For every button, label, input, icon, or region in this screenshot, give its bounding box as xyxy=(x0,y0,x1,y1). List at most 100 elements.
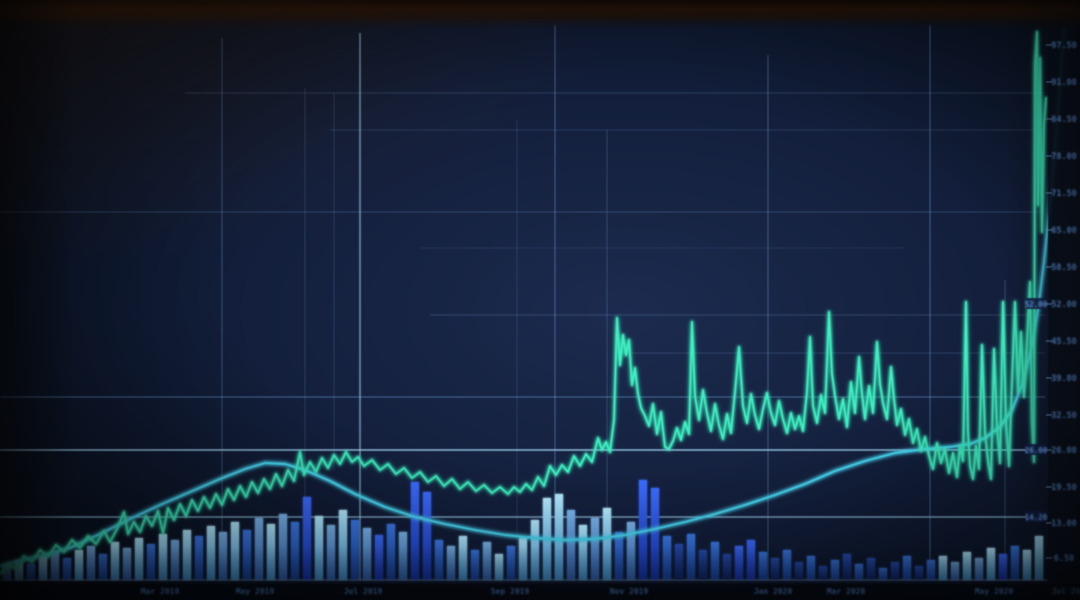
volume-bar xyxy=(735,546,743,580)
volume-bar xyxy=(195,536,203,580)
price-tag-label: 52.00 xyxy=(1025,300,1048,309)
volume-bar xyxy=(375,535,383,580)
volume-bar xyxy=(39,556,47,580)
x-axis-label: May 2019 xyxy=(236,587,275,596)
volume-bar xyxy=(723,554,731,580)
y-axis-label: 6.50 xyxy=(1054,554,1074,564)
x-axis-label: Mar 2019 xyxy=(141,587,180,596)
volume-bar xyxy=(315,516,323,580)
volume-bar xyxy=(135,538,143,580)
y-axis-label: 91.00 xyxy=(1051,78,1077,88)
volume-bar xyxy=(279,514,287,580)
volume-bar xyxy=(147,544,155,580)
y-axis-label: 45.50 xyxy=(1051,337,1077,347)
volume-bar xyxy=(603,508,611,580)
right-price-axis: 97.50 91.00 84.50 78.00 71.50 65.00 58.50 52.00… xyxy=(1045,22,1080,600)
volume-bar xyxy=(183,530,191,580)
volume-bar xyxy=(507,546,515,580)
volume-bar xyxy=(267,524,275,580)
volume-bar xyxy=(963,552,971,580)
volume-bar xyxy=(111,542,119,580)
volume-bar xyxy=(219,532,227,580)
x-axis-label: Jul 2019 xyxy=(344,587,383,596)
volume-bar xyxy=(1023,550,1031,580)
volume-bar xyxy=(663,536,671,580)
axis-strip-background xyxy=(1048,22,1080,600)
volume-bar xyxy=(927,560,935,580)
volume-bar xyxy=(27,564,35,580)
volume-bar xyxy=(75,550,83,580)
volume-bar xyxy=(747,540,755,580)
x-axis-label: Nov 2019 xyxy=(610,587,649,596)
volume-bar xyxy=(351,520,359,580)
x-axis-label: Mar 2020 xyxy=(827,587,866,596)
volume-bar xyxy=(687,534,695,580)
volume-bar xyxy=(411,482,419,580)
volume-bar xyxy=(939,556,947,580)
y-axis-label: 78.00 xyxy=(1051,152,1077,162)
volume-bar xyxy=(99,554,107,580)
y-axis-label: 32.50 xyxy=(1051,411,1077,421)
volume-bar xyxy=(483,542,491,580)
volume-bar xyxy=(339,510,347,580)
volume-bar xyxy=(447,546,455,580)
y-axis-label: 71.50 xyxy=(1051,189,1077,199)
volume-bar xyxy=(423,492,431,580)
volume-bar xyxy=(399,532,407,580)
volume-bar xyxy=(807,556,815,580)
volume-bar xyxy=(579,525,587,580)
y-axis-label: 84.50 xyxy=(1051,115,1077,125)
volume-bar xyxy=(987,548,995,580)
y-axis-label: 58.50 xyxy=(1051,263,1077,273)
y-axis-label: 19.50 xyxy=(1051,483,1077,493)
volume-bar xyxy=(87,546,95,580)
volume-bar xyxy=(843,554,851,580)
y-axis-label: 97.50 xyxy=(1051,41,1077,51)
volume-bar xyxy=(387,524,395,580)
volume-bar xyxy=(159,534,167,580)
volume-bar xyxy=(567,510,575,580)
volume-bar xyxy=(951,562,959,580)
volume-bar xyxy=(171,540,179,580)
volume-bar xyxy=(63,558,71,580)
volume-bar xyxy=(915,566,923,580)
volume-bar xyxy=(795,562,803,580)
x-axis-label: Jan 2020 xyxy=(754,587,793,596)
volume-bar xyxy=(327,525,335,580)
volume-bar xyxy=(903,556,911,580)
volume-bar xyxy=(243,530,251,580)
volume-bar xyxy=(855,564,863,580)
volume-bar xyxy=(459,536,467,580)
volume-bar xyxy=(471,550,479,580)
volume-bar xyxy=(51,552,59,580)
volume-bar xyxy=(699,550,707,580)
y-axis-label: 65.00 xyxy=(1051,226,1077,236)
y-axis-label: 13.00 xyxy=(1051,519,1077,529)
volume-bar xyxy=(759,552,767,580)
volume-bar xyxy=(999,554,1007,580)
volume-bar xyxy=(519,538,527,580)
price-tag-label: 26.00 xyxy=(1025,446,1048,455)
volume-bar xyxy=(771,558,779,580)
volume-bar xyxy=(711,542,719,580)
volume-bar xyxy=(1011,546,1019,580)
volume-bar xyxy=(867,558,875,580)
volume-bar xyxy=(231,522,239,580)
volume-bar xyxy=(975,558,983,580)
volume-bar xyxy=(531,520,539,580)
y-axis-label: 52.00 xyxy=(1051,300,1077,310)
bottom-time-axis: Mar 2019 May 2019 Jul 2019 Sep 2019 Nov 2019… xyxy=(0,584,1080,600)
volume-bar xyxy=(363,528,371,580)
volume-bar xyxy=(591,518,599,580)
x-axis-label: Sep 2019 xyxy=(491,587,530,596)
volume-bar xyxy=(819,566,827,580)
volume-bar xyxy=(303,497,311,580)
volume-bar xyxy=(675,544,683,580)
volume-bar xyxy=(891,562,899,580)
volume-bar xyxy=(255,518,263,580)
volume-bar xyxy=(879,568,887,580)
volume-bar xyxy=(783,550,791,580)
volume-bar xyxy=(1035,536,1043,580)
